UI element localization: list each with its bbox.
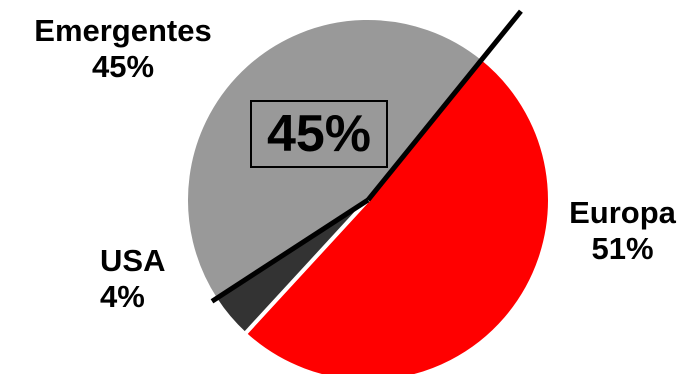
label-europa-value: 51% bbox=[591, 231, 654, 266]
slice-layer bbox=[184, 15, 552, 379]
label-usa-value: 4% bbox=[100, 279, 145, 314]
label-emergentes-name: Emergentes bbox=[34, 13, 212, 48]
highlight-value-box: 45% bbox=[250, 100, 388, 168]
label-emergentes-value: 45% bbox=[91, 49, 155, 84]
label-usa: USA 4% bbox=[100, 243, 185, 315]
leader-line-usa bbox=[210, 197, 370, 304]
label-usa-name: USA bbox=[100, 243, 166, 278]
label-europa: Europa 51% bbox=[555, 195, 690, 267]
label-europa-name: Europa bbox=[569, 195, 676, 230]
leader-line-europa bbox=[366, 9, 523, 202]
pie-slice-emergentes bbox=[184, 15, 485, 302]
label-emergentes: Emergentes 45% bbox=[10, 13, 236, 85]
separator-layer bbox=[210, 9, 523, 304]
